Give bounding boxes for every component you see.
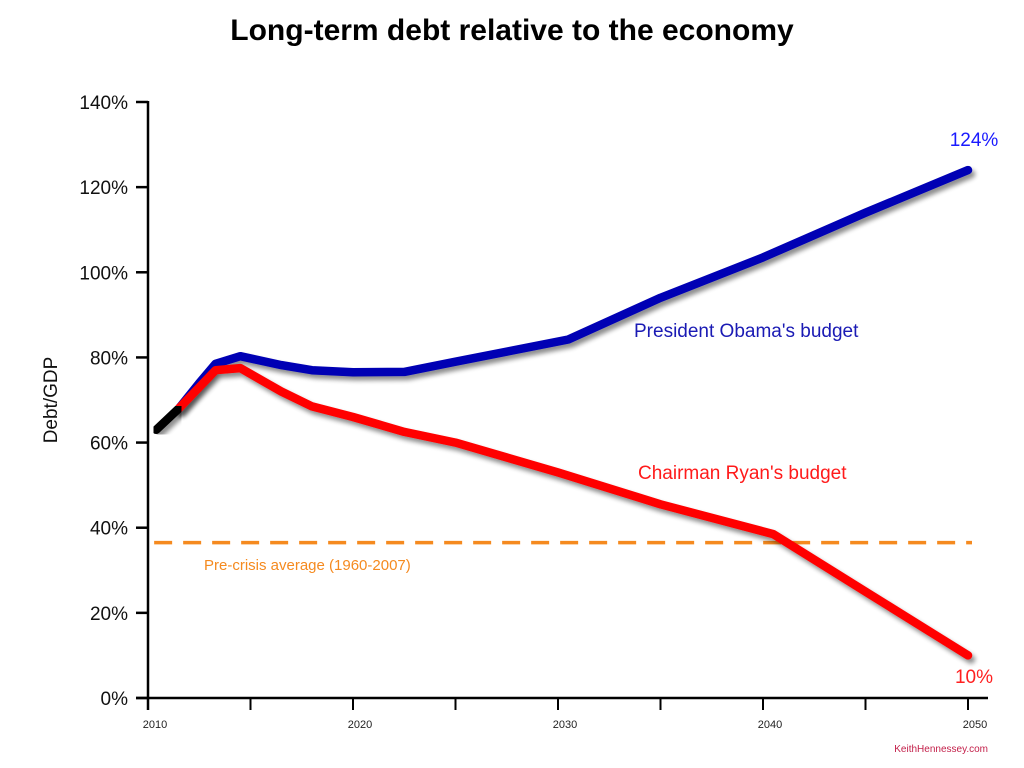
obama-series-label: President Obama's budget — [634, 321, 859, 342]
axes: 0% 20% 40% 60% 80% 100% 120% 140% 2010 2020 2030 20… — [79, 93, 988, 731]
reference-line-label: Pre-crisis average (1960-2007) — [204, 557, 411, 574]
y-tick-label: 0% — [101, 689, 129, 710]
x-tick-label: 2050 — [963, 719, 987, 731]
y-tick-label: 40% — [90, 519, 128, 540]
ryan-end-value-label: 10% — [955, 667, 993, 688]
ryan-series-line — [174, 363, 973, 660]
x-tick-label: 2010 — [143, 719, 167, 731]
ryan-series-label: Chairman Ryan's budget — [638, 463, 847, 484]
x-tick-label: 2040 — [758, 719, 782, 731]
y-tick-label: 20% — [90, 604, 128, 625]
x-tick-label: 2020 — [348, 719, 372, 731]
x-tick-label: 2030 — [553, 719, 577, 731]
chart-title: Long-term debt relative to the economy — [230, 14, 794, 47]
y-tick-label: 80% — [90, 348, 128, 369]
obama-end-value-label: 124% — [950, 130, 999, 151]
series-layer — [151, 165, 973, 660]
historical-series-line — [151, 404, 184, 435]
y-tick-label: 120% — [79, 178, 128, 199]
y-tick-label: 100% — [79, 263, 128, 284]
y-axis-label: Debt/GDP — [41, 357, 62, 444]
obama-series-line — [174, 165, 973, 413]
source-credit: KeithHennessey.com — [894, 744, 988, 755]
y-tick-label: 140% — [79, 93, 128, 114]
y-tick-label: 60% — [90, 434, 128, 455]
